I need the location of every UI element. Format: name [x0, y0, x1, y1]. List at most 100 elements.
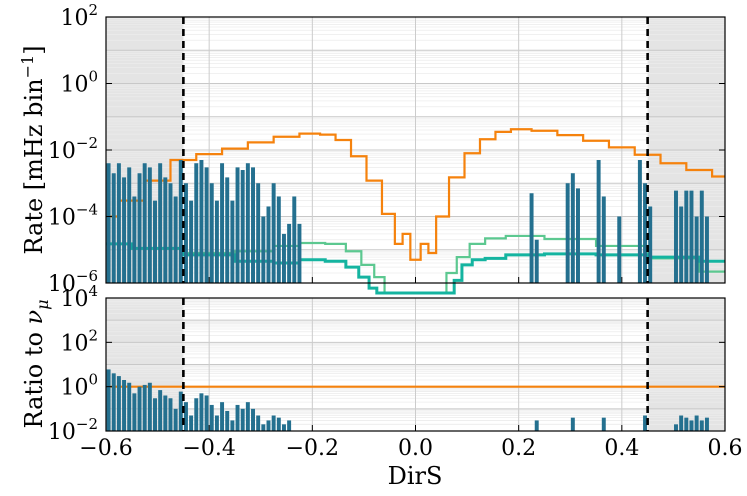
blue-bar: [199, 393, 204, 431]
blue-bar: [570, 173, 575, 283]
blue-bar: [266, 420, 271, 431]
blue-bar: [679, 415, 684, 431]
x-tick-label: 0.2: [501, 436, 536, 461]
blue-bar: [637, 160, 642, 283]
top-y-axis-label: Rate [mHz bin−1]: [18, 45, 48, 254]
blue-bar: [111, 373, 116, 431]
blue-bar: [251, 408, 255, 431]
blue-bar: [529, 193, 534, 283]
blue-bar: [106, 369, 111, 431]
blue-bar: [214, 415, 219, 431]
blue-bar: [142, 384, 147, 431]
top-grid: [106, 17, 725, 284]
bottom-y-axis-label: Ratio to νμ: [20, 299, 52, 428]
blue-bar: [271, 415, 276, 431]
top-y-ticks: 102 100 10−2 10−4 10−6: [48, 1, 726, 297]
y-tick-label: 102: [60, 1, 98, 31]
blue-bar: [684, 190, 689, 283]
blue-bar: [178, 391, 183, 431]
blue-bar: [699, 190, 704, 283]
blue-bar: [534, 420, 539, 431]
blue-bar: [137, 386, 142, 431]
blue-bar: [674, 190, 678, 283]
y-tick-label: 102: [60, 326, 98, 356]
blue-bar: [204, 395, 209, 431]
blue-bar: [163, 177, 168, 283]
blue-bar: [183, 402, 188, 431]
blue-bar: [158, 163, 163, 283]
blue-bar: [178, 160, 183, 283]
blue-bar: [245, 402, 250, 431]
blue-bar: [596, 160, 601, 283]
blue-bar: [122, 177, 127, 283]
blue-bar: [158, 390, 163, 431]
blue-bar: [235, 167, 240, 283]
y-tick-label: 10−2: [48, 134, 98, 164]
blue-bar: [704, 417, 709, 431]
y-tick-label: 104: [60, 282, 98, 312]
top-panel: 102 100 10−2 10−4 10−6 Rate [mHz bin−1]: [18, 1, 726, 297]
blue-bar: [173, 408, 178, 431]
blue-bar: [245, 163, 250, 283]
blue-bar: [684, 417, 689, 431]
blue-bar: [116, 163, 121, 283]
blue-bar: [225, 410, 230, 431]
blue-bar: [266, 206, 271, 283]
blue-bar: [601, 196, 606, 283]
blue-bar: [276, 417, 281, 431]
blue-bar: [209, 404, 214, 431]
blue-bar: [674, 424, 678, 431]
y-tick-label: 100: [60, 68, 98, 98]
blue-bar: [214, 200, 219, 283]
blue-bar: [292, 196, 297, 283]
blue-bar: [617, 216, 622, 283]
blue-bar: [276, 196, 281, 283]
blue-bar: [153, 200, 157, 283]
bottom-y-ticks: 104 102 100 10−2: [48, 282, 725, 445]
blue-bar: [163, 395, 168, 431]
blue-bar: [570, 417, 575, 431]
y-tick-label: 10−2: [48, 415, 98, 445]
blue-bar: [220, 163, 225, 283]
blue-bar: [168, 398, 173, 431]
blue-bar: [204, 167, 209, 283]
blue-bar: [189, 200, 194, 283]
blue-bar: [132, 196, 137, 283]
blue-bar: [194, 398, 199, 431]
blue-bar: [297, 223, 302, 283]
blue-bar: [168, 183, 173, 283]
blue-bar: [534, 239, 539, 283]
blue-bar: [142, 163, 147, 283]
blue-bar: [189, 415, 194, 431]
blue-bar: [153, 398, 157, 431]
blue-bar: [261, 424, 266, 431]
x-axis-label: DirS: [388, 462, 443, 490]
blue-bar: [106, 163, 111, 283]
bottom-vlines: [182, 298, 649, 431]
blue-bar: [251, 167, 255, 283]
x-tick-label: −0.4: [182, 436, 235, 461]
blue-bar: [643, 183, 648, 283]
blue-bar: [689, 420, 694, 431]
blue-bar: [137, 173, 142, 283]
bottom-x-ticks: −0.6 −0.4 −0.2 0.0 0.2 0.4 0.6: [79, 425, 743, 461]
x-tick-label: 0.4: [604, 436, 639, 461]
orange-series-line: [106, 128, 725, 261]
blue-bar: [576, 188, 580, 283]
blue-bar: [601, 417, 606, 431]
blue-bar: [173, 196, 178, 283]
x-tick-label: 0.6: [708, 436, 743, 461]
blue-bar: [199, 160, 204, 283]
top-series: [106, 128, 725, 295]
blue-bar: [127, 167, 132, 283]
blue-bar: [271, 183, 276, 283]
blue-bar: [256, 183, 261, 283]
top-vlines: [182, 17, 649, 283]
blue-bar: [287, 420, 292, 431]
blue-bar: [643, 415, 648, 431]
bottom-series: [106, 369, 725, 431]
blue-bar: [704, 216, 709, 283]
blue-bar: [127, 382, 132, 431]
blue-bar: [281, 233, 286, 283]
